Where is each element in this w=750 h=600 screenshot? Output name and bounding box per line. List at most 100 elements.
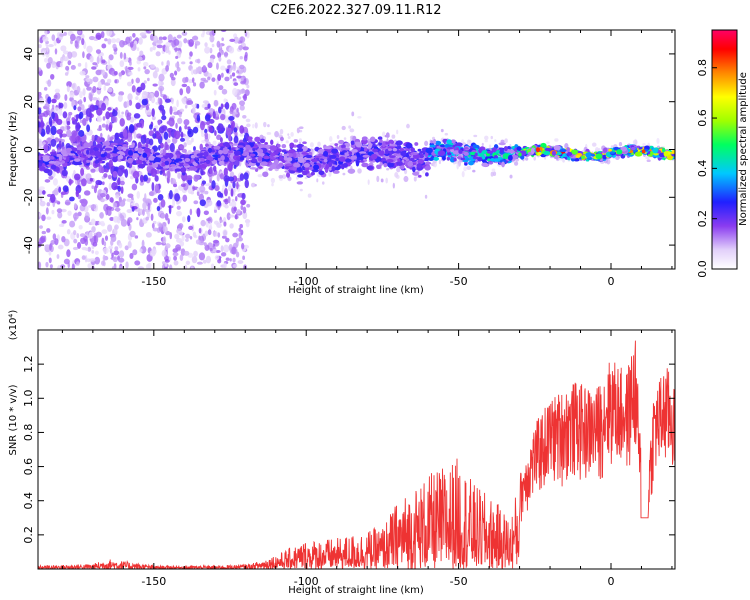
spectrogram-cell bbox=[85, 247, 89, 251]
spectrogram-cell bbox=[162, 225, 168, 233]
spectrogram-cell bbox=[414, 142, 419, 146]
spectrogram-cell bbox=[100, 132, 103, 139]
spectrogram-cell bbox=[39, 112, 46, 117]
spectrogram-cell bbox=[56, 129, 64, 135]
spectrogram-cell bbox=[257, 156, 263, 162]
spectrogram-cell bbox=[332, 170, 340, 174]
spectrogram-cell bbox=[245, 149, 249, 152]
spectrogram-cell bbox=[212, 140, 217, 146]
spectrogram-cell bbox=[156, 44, 163, 49]
spectrogram-cell bbox=[297, 174, 304, 178]
spectrogram-cell bbox=[278, 133, 282, 139]
spectrogram-cell bbox=[296, 181, 304, 185]
spectrogram-cell bbox=[223, 175, 230, 183]
spectrogram-cell bbox=[77, 62, 82, 67]
spectrogram-cell bbox=[78, 225, 83, 230]
spectrogram-cell bbox=[356, 152, 360, 156]
spectrogram-cell bbox=[518, 152, 522, 157]
spectrogram-cell bbox=[213, 220, 219, 225]
spectrogram-cell bbox=[117, 154, 124, 160]
spectrogram-cell bbox=[246, 123, 251, 128]
spectrogram-cell bbox=[72, 246, 79, 251]
spectrogram-cell bbox=[385, 155, 390, 161]
spectrogram-cell bbox=[363, 147, 368, 152]
spectrogram-cell bbox=[123, 52, 127, 60]
spectrogram-cell bbox=[113, 250, 120, 256]
spectrogram-cell bbox=[397, 145, 402, 150]
spectrogram-cell bbox=[204, 114, 211, 122]
spectrogram-cell bbox=[160, 81, 164, 86]
spectrogram-cell bbox=[141, 98, 148, 106]
spectrogram-cell bbox=[230, 200, 237, 208]
spectrogram-cell bbox=[535, 147, 541, 153]
spectrogram-cell bbox=[96, 107, 103, 116]
spectrogram-cell bbox=[220, 65, 226, 71]
spectrogram-cell bbox=[189, 208, 193, 216]
spectrogram-cell bbox=[176, 205, 181, 210]
spectrogram-cell bbox=[472, 169, 476, 173]
spectrogram-cell bbox=[258, 152, 265, 157]
spectrogram-cell bbox=[270, 177, 276, 184]
spectrogram-cell bbox=[173, 111, 179, 116]
spectrogram-cell bbox=[233, 36, 239, 44]
spectrogram-cell bbox=[57, 244, 64, 250]
spectrogram-cell bbox=[287, 136, 291, 140]
spectrogram-cell bbox=[46, 62, 51, 69]
spectrogram-cell bbox=[97, 158, 102, 161]
spectrogram-cell bbox=[71, 132, 77, 143]
spectrogram-cell bbox=[269, 164, 277, 170]
spectrogram-cell bbox=[141, 146, 146, 150]
spectrogram-cell bbox=[59, 62, 63, 68]
spectrogram-cell bbox=[165, 243, 171, 249]
spectrogram-cell bbox=[176, 99, 179, 108]
spectrogram-cell bbox=[53, 94, 58, 99]
spectrogram-cell bbox=[493, 158, 501, 162]
spectrogram-cell bbox=[38, 186, 45, 191]
spectrogram-cell bbox=[195, 239, 201, 245]
spectrogram-cell bbox=[279, 136, 284, 142]
spectrogram-cell bbox=[175, 55, 179, 60]
spectrogram-cell bbox=[49, 264, 53, 269]
spectrogram-cell bbox=[195, 174, 201, 180]
spectrogram-cell bbox=[56, 118, 63, 126]
spectrogram-cell bbox=[153, 127, 157, 132]
spectrogram-cell bbox=[118, 266, 124, 269]
spectrogram-cell bbox=[242, 211, 248, 220]
spectrogram-cell bbox=[80, 237, 86, 245]
spectrogram-cell bbox=[89, 258, 96, 262]
spectrogram-cell bbox=[212, 230, 218, 237]
spectrogram-cell bbox=[79, 119, 83, 123]
spectrogram-cell bbox=[132, 249, 138, 256]
spectrogram-cell bbox=[63, 31, 67, 36]
spectrogram-cell bbox=[110, 142, 118, 146]
spectrogram-cell bbox=[128, 124, 135, 134]
spectrogram-cell bbox=[338, 156, 346, 162]
spectrogram-cell bbox=[75, 135, 82, 143]
spectrogram-cell bbox=[136, 190, 141, 199]
spectrogram-cell bbox=[228, 134, 232, 142]
spectrogram-cell bbox=[250, 182, 256, 188]
spectrogram-cell bbox=[554, 138, 559, 142]
spectrogram-cell bbox=[187, 215, 191, 223]
spectrogram-cell bbox=[238, 227, 242, 232]
spectrogram-cell bbox=[486, 150, 494, 154]
spectrogram-cell bbox=[94, 150, 101, 157]
spectrogram-cell bbox=[118, 250, 125, 258]
spectrogram-cell bbox=[131, 165, 136, 171]
spectrogram-cell bbox=[209, 35, 215, 43]
spectrogram-cell bbox=[91, 97, 98, 101]
spectrogram-cell bbox=[126, 100, 130, 108]
spectrogram-cell bbox=[662, 148, 666, 153]
spectrogram-cell bbox=[52, 233, 57, 241]
spectrogram-cell bbox=[95, 49, 102, 54]
spectrogram-cell bbox=[184, 104, 188, 109]
spectrogram-cell bbox=[231, 246, 237, 255]
spectrogram-cell bbox=[135, 77, 141, 84]
spectrogram-cell bbox=[126, 209, 131, 213]
spectrogram-cell bbox=[318, 170, 325, 176]
spectrogram-cell bbox=[218, 85, 224, 91]
spectrogram-cell bbox=[609, 151, 615, 154]
spectrogram-cell bbox=[105, 124, 109, 131]
spectrogram-cell bbox=[145, 232, 152, 238]
